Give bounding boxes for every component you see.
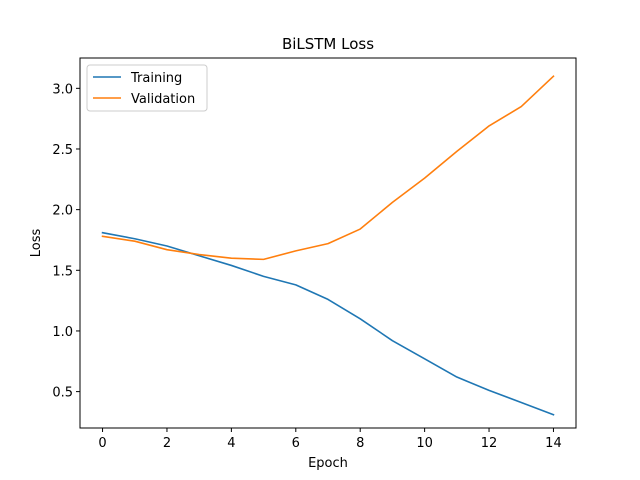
plot-area bbox=[101, 75, 555, 416]
x-tick-label: 14 bbox=[545, 436, 562, 451]
x-tick-label: 2 bbox=[163, 436, 171, 451]
y-tick-label: 0.5 bbox=[52, 386, 73, 401]
x-tick-label: 8 bbox=[356, 436, 364, 451]
y-tick-label: 2.0 bbox=[52, 204, 73, 219]
y-tick-label: 1.5 bbox=[52, 264, 73, 279]
x-tick-label: 10 bbox=[416, 436, 433, 451]
x-axis-label: Epoch bbox=[308, 456, 348, 471]
y-tick-label: 2.5 bbox=[52, 143, 73, 158]
series-line-training bbox=[101, 231, 555, 416]
axes-frame bbox=[79, 57, 577, 429]
chart-title: BiLSTM Loss bbox=[282, 35, 374, 53]
legend: Training Validation bbox=[86, 64, 208, 112]
y-axis: 0.5 1.0 1.5 2.0 2.5 3.0 bbox=[52, 82, 80, 401]
x-tick-label: 4 bbox=[227, 436, 235, 451]
x-tick-label: 12 bbox=[481, 436, 498, 451]
legend-label-validation: Validation bbox=[131, 92, 195, 107]
x-tick-label: 6 bbox=[292, 436, 300, 451]
x-tick-label: 0 bbox=[98, 436, 106, 451]
series-line-validation bbox=[101, 75, 555, 261]
legend-label-training: Training bbox=[130, 71, 182, 86]
y-axis-label: Loss bbox=[29, 229, 44, 258]
x-axis: 0 2 4 6 8 10 12 14 bbox=[98, 428, 562, 451]
y-tick-label: 3.0 bbox=[52, 82, 73, 97]
y-tick-label: 1.0 bbox=[52, 325, 73, 340]
